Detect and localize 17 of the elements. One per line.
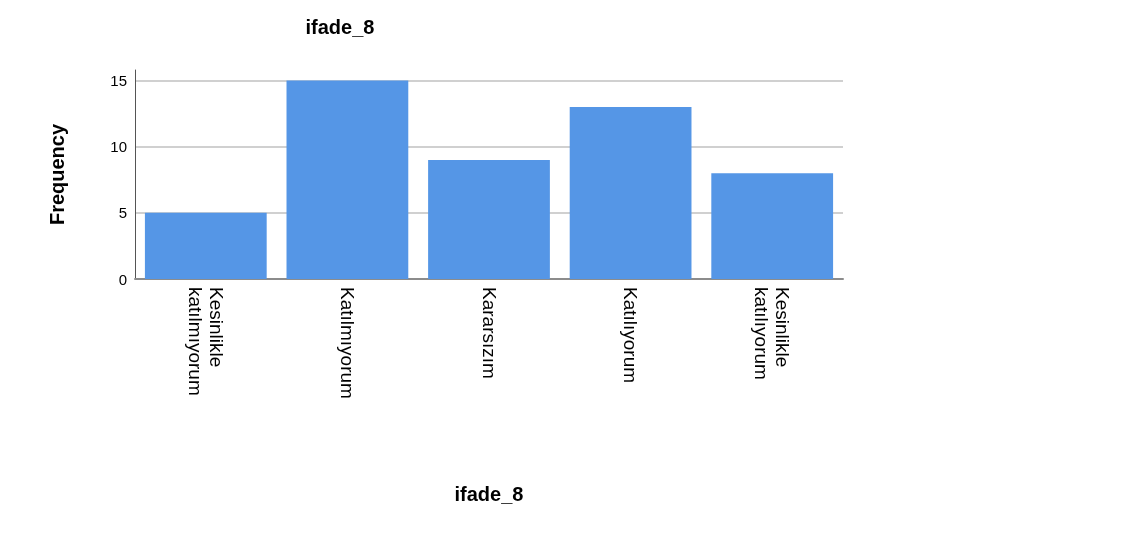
bar — [711, 173, 834, 279]
y-axis-title: Frequency — [46, 123, 68, 226]
x-tick-label: Kesinlikle katılıyorum — [751, 287, 794, 380]
bar — [569, 107, 692, 279]
x-tick-label: Kesinlikle katılmıyorum — [184, 287, 227, 396]
y-tick-label: 0 — [118, 270, 127, 288]
bar — [428, 159, 550, 279]
x-tick-label: Kararsızım — [478, 287, 500, 379]
bar — [144, 212, 267, 279]
x-tick-label: Katılıyorum — [620, 287, 642, 384]
y-tick-label: 5 — [118, 204, 127, 222]
x-tick-label: Katılmıyorum — [336, 287, 358, 399]
chart-title: ifade_8 — [305, 16, 375, 38]
bar — [286, 80, 409, 279]
y-tick-label: 15 — [110, 72, 127, 90]
x-axis-title: ifade_8 — [454, 483, 524, 505]
y-tick-label: 10 — [110, 138, 127, 156]
